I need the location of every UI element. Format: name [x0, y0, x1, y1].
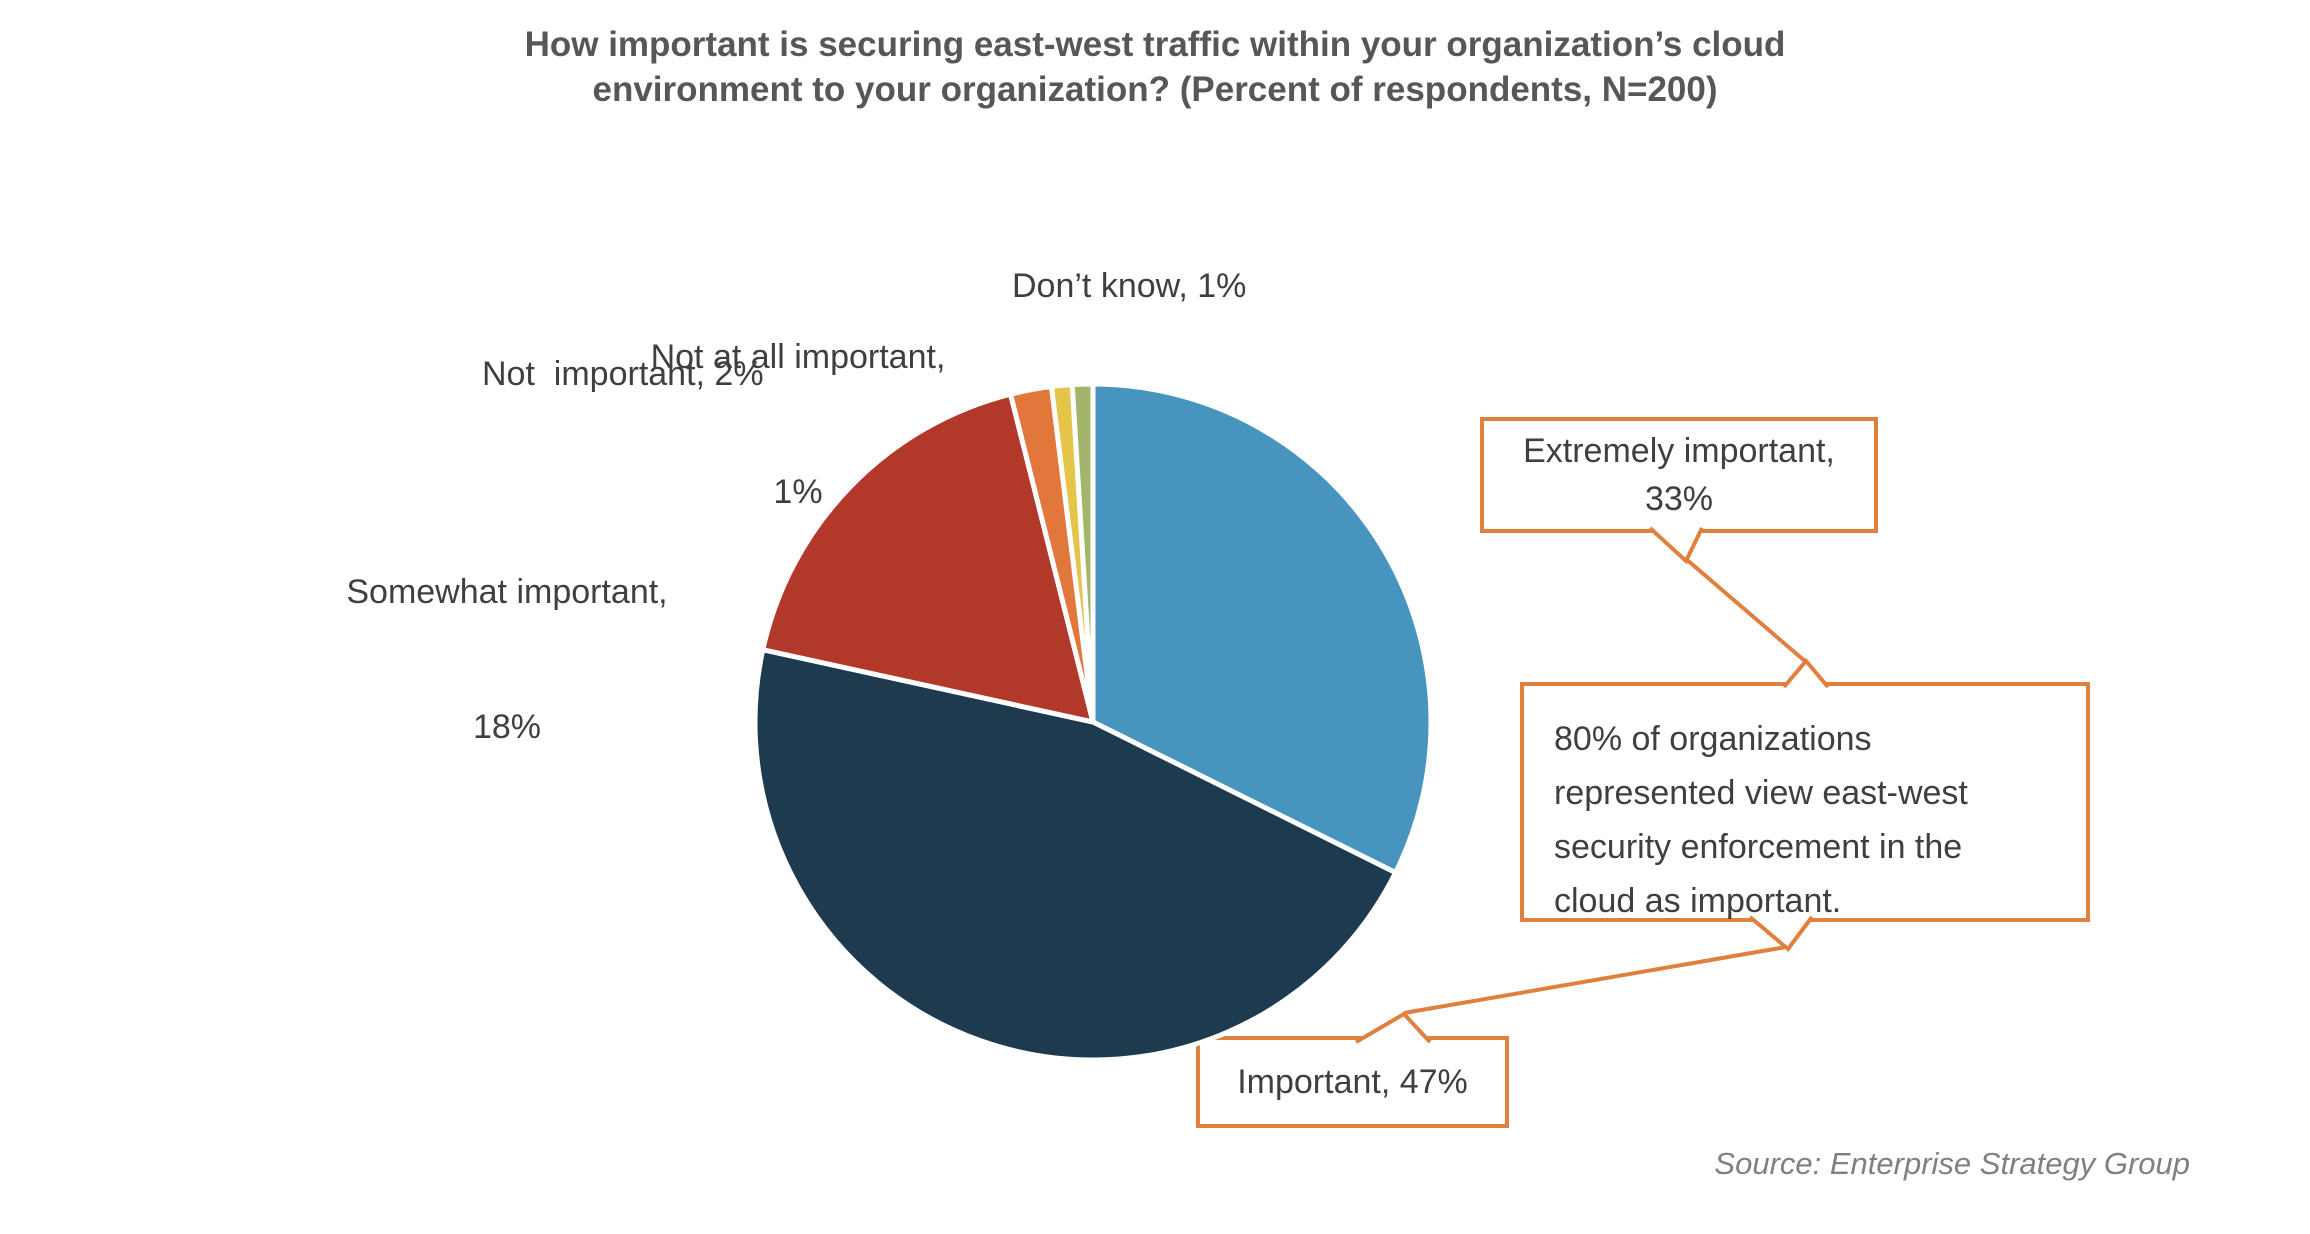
callout-extremely-important-text: Extremely important, [1523, 432, 1835, 470]
chart-title-line2: environment to your organization? (Perce… [592, 70, 1718, 109]
connector-insight-to-important [1403, 945, 1787, 1015]
label-somewhat-important: Somewhat important, 18% [307, 480, 707, 840]
chart-title: How important is securing east-west traf… [0, 22, 2310, 112]
callout-important: Important, 47% [1196, 1036, 1509, 1128]
callout-extremely-important: Extremely important, 33% [1480, 417, 1878, 533]
label-somewhat-important-value: 18% [472, 708, 542, 746]
label-not-at-all-important-text: Not at all important, [650, 338, 946, 376]
pie-slice-important [752, 647, 1399, 1063]
label-dont-know: Don’t know, 1% [1012, 267, 1247, 305]
callout-extremely-important-value: 33% [1644, 480, 1714, 518]
pie-slice-not-important [1008, 384, 1096, 725]
pie-slice-extremely-important [1090, 381, 1434, 876]
pie-slice-don-t-know [1069, 381, 1096, 725]
source-credit: Source: Enterprise Strategy Group [1714, 1146, 2190, 1181]
connector-extremely-to-insight [1684, 557, 1808, 664]
chart-title-line1: How important is securing east-west traf… [524, 25, 1786, 64]
pie-slice-not-at-all-important [1048, 382, 1096, 725]
label-somewhat-important-text: Somewhat important, [346, 573, 668, 611]
callout-insight: 80% of organizations represented view ea… [1520, 682, 2090, 922]
label-not-important: Not important, 2% [482, 355, 764, 393]
